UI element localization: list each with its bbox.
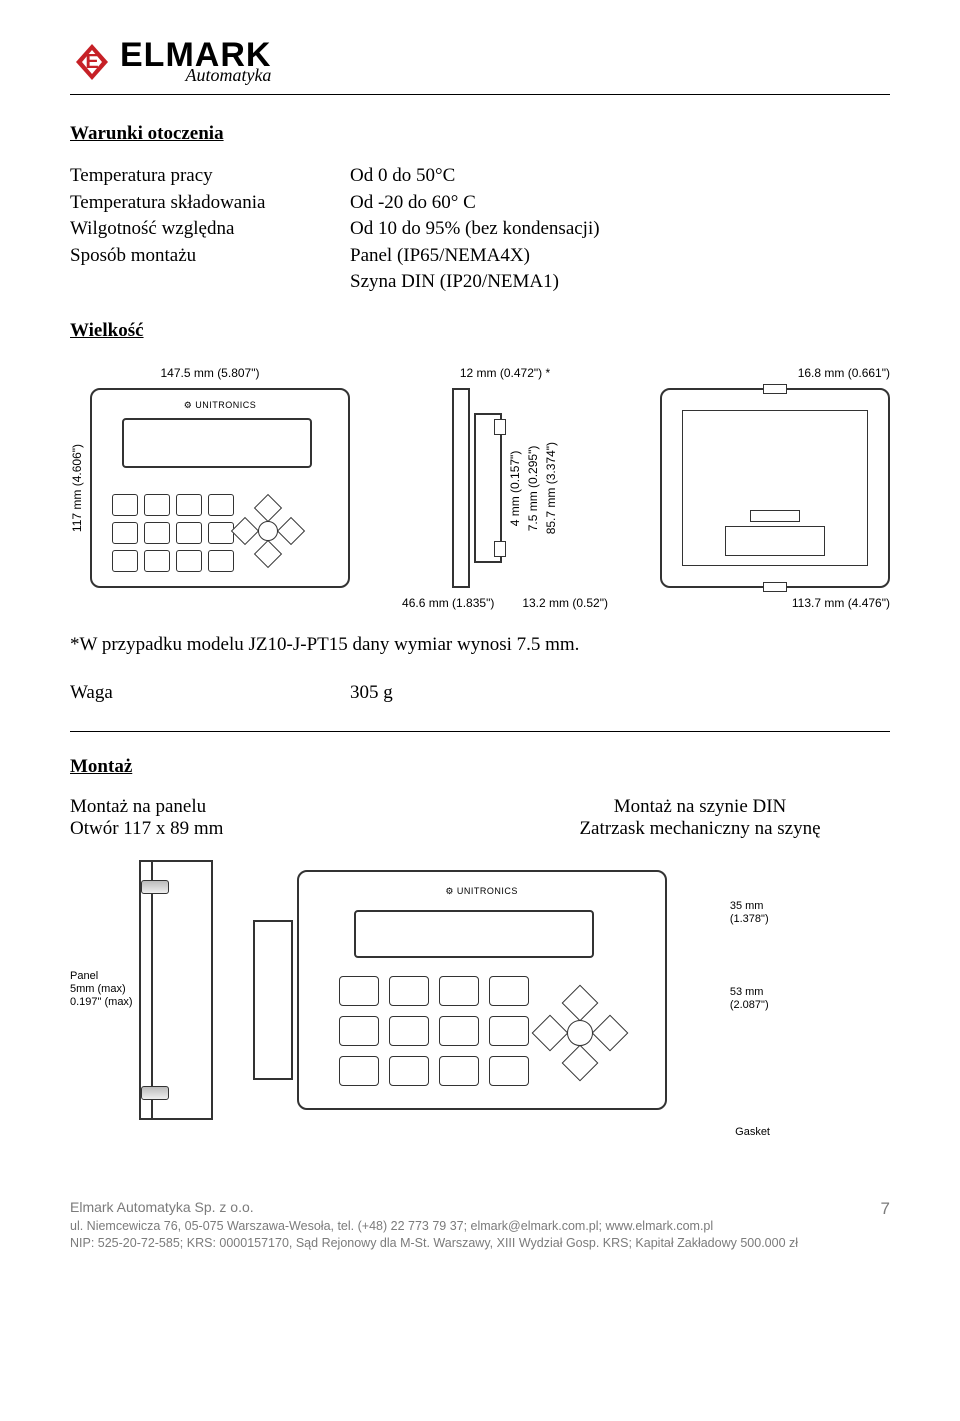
front-view: 147.5 mm (5.807") 117 mm (4.606") ⚙ UNIT… (70, 366, 350, 610)
panel-mount-drawing: Panel 5mm (max) 0.197" (max) (70, 860, 213, 1120)
mount-right-title: Montaż na szynie DIN (510, 796, 890, 818)
dim-top: 16.8 mm (0.661") (660, 366, 890, 380)
gasket-label: Gasket (70, 1126, 890, 1138)
section-env-title: Warunki otoczenia (70, 123, 890, 145)
din-dim: (2.087") (730, 999, 769, 1011)
spec-label: Temperatura składowania (70, 190, 350, 217)
din-dim: (1.378") (730, 913, 769, 925)
din-mount-drawing: ⚙ UNITRONICS 35 mm (1.378") 53 mm (2.087… (253, 860, 713, 1120)
weight-label: Waga (70, 680, 350, 707)
footer-line: ul. Niemcewicza 76, 05-075 Warszawa-Weso… (70, 1218, 890, 1235)
logo-icon: E (70, 40, 114, 84)
spec-value: Od -20 do 60° C (350, 190, 890, 217)
mount-diagrams: Panel 5mm (max) 0.197" (max) ⚙ UNITRONIC… (70, 860, 890, 1120)
footnote: *W przypadku modelu JZ10-J-PT15 dany wym… (70, 634, 890, 656)
device-brand: ⚙ UNITRONICS (445, 886, 518, 897)
dim-side: 117 mm (4.606") (70, 444, 84, 532)
mount-right-sub: Zatrzask mechaniczny na szynę (510, 818, 890, 840)
side-profile-view: 12 mm (0.472") * 4 mm (0.157") 7.5 mm (0… (402, 366, 608, 610)
page-number: 7 (881, 1198, 890, 1221)
din-dim: 35 mm (730, 900, 764, 912)
dim-bottom: 113.7 mm (4.476") (660, 596, 890, 610)
divider (70, 731, 890, 732)
device-front-drawing: ⚙ UNITRONICS (90, 388, 350, 588)
spec-value: Panel (IP65/NEMA4X) (350, 243, 890, 270)
dim-top: 12 mm (0.472") * (402, 366, 608, 380)
spec-value: Od 0 do 50°C (350, 163, 890, 190)
spec-label (70, 269, 350, 296)
page-header: E ELMARK Automatyka (70, 40, 890, 84)
spec-label: Temperatura pracy (70, 163, 350, 190)
env-specs: Temperatura pracyOd 0 do 50°C Temperatur… (70, 163, 890, 296)
panel-label: 0.197" (max) (70, 996, 133, 1009)
dim-side: 85.7 mm (3.374") (544, 442, 558, 534)
mount-left-title: Montaż na panelu (70, 796, 450, 818)
dim-bottom: 46.6 mm (1.835") (402, 596, 494, 610)
weight-value: 305 g (350, 680, 890, 707)
page-footer: 7 Elmark Automatyka Sp. z o.o. ul. Niemc… (70, 1198, 890, 1253)
section-mount-title: Montaż (70, 756, 890, 778)
mount-left-sub: Otwór 117 x 89 mm (70, 818, 450, 840)
section-size-title: Wielkość (70, 320, 890, 342)
logo: E ELMARK Automatyka (70, 40, 890, 84)
dimensions-diagram: 147.5 mm (5.807") 117 mm (4.606") ⚙ UNIT… (70, 366, 890, 610)
dim-bottom: 13.2 mm (0.52") (522, 596, 608, 610)
dim-side: 4 mm (0.157") (508, 442, 522, 534)
logo-sub-text: Automatyka (120, 68, 271, 83)
footer-company: Elmark Automatyka Sp. z o.o. (70, 1198, 890, 1217)
back-view: 16.8 mm (0.661") 113.7 mm (4.476") (660, 366, 890, 610)
svg-text:E: E (85, 51, 98, 73)
divider (70, 94, 890, 95)
spec-label: Wilgotność względna (70, 216, 350, 243)
spec-value: Szyna DIN (IP20/NEMA1) (350, 269, 890, 296)
dim-side: 7.5 mm (0.295") (526, 442, 540, 534)
panel-label: 5mm (max) (70, 983, 133, 996)
panel-label: Panel (70, 970, 133, 983)
dim-top: 147.5 mm (5.807") (70, 366, 350, 380)
device-brand: ⚙ UNITRONICS (184, 400, 257, 411)
mount-headers: Montaż na panelu Otwór 117 x 89 mm Monta… (70, 796, 890, 840)
din-dim: 53 mm (730, 986, 764, 998)
footer-line: NIP: 525-20-72-585; KRS: 0000157170, Sąd… (70, 1235, 890, 1252)
spec-label: Sposób montażu (70, 243, 350, 270)
spec-value: Od 10 do 95% (bez kondensacji) (350, 216, 890, 243)
